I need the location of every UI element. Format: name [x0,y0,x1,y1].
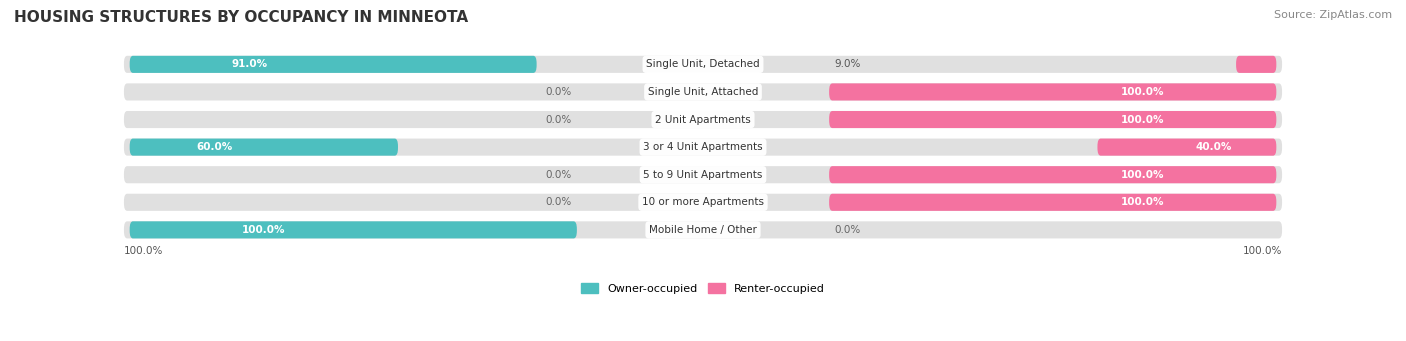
Text: Single Unit, Attached: Single Unit, Attached [648,87,758,97]
Text: 3 or 4 Unit Apartments: 3 or 4 Unit Apartments [643,142,763,152]
FancyBboxPatch shape [124,138,1282,156]
FancyBboxPatch shape [129,56,537,73]
FancyBboxPatch shape [830,84,1277,101]
FancyBboxPatch shape [830,194,1277,211]
Text: 0.0%: 0.0% [546,197,571,207]
Text: Single Unit, Detached: Single Unit, Detached [647,59,759,69]
FancyBboxPatch shape [1098,138,1277,156]
FancyBboxPatch shape [1236,56,1277,73]
Text: 91.0%: 91.0% [232,59,267,69]
Text: Source: ZipAtlas.com: Source: ZipAtlas.com [1274,10,1392,20]
Text: 100.0%: 100.0% [1121,87,1164,97]
FancyBboxPatch shape [124,111,1282,128]
Text: 0.0%: 0.0% [835,225,860,235]
Text: 100.0%: 100.0% [1243,246,1282,255]
FancyBboxPatch shape [124,56,1282,73]
FancyBboxPatch shape [830,166,1277,183]
FancyBboxPatch shape [124,84,1282,101]
Text: 0.0%: 0.0% [546,170,571,180]
Text: 60.0%: 60.0% [197,142,233,152]
FancyBboxPatch shape [124,221,1282,238]
Text: 100.0%: 100.0% [1121,197,1164,207]
Text: 5 to 9 Unit Apartments: 5 to 9 Unit Apartments [644,170,762,180]
FancyBboxPatch shape [129,221,576,238]
Text: 0.0%: 0.0% [546,115,571,124]
Text: 40.0%: 40.0% [1195,142,1232,152]
Text: 10 or more Apartments: 10 or more Apartments [643,197,763,207]
Text: 0.0%: 0.0% [546,87,571,97]
FancyBboxPatch shape [124,166,1282,183]
FancyBboxPatch shape [129,138,398,156]
Text: 100.0%: 100.0% [242,225,285,235]
Text: 100.0%: 100.0% [1121,115,1164,124]
Text: 100.0%: 100.0% [1121,170,1164,180]
Text: 2 Unit Apartments: 2 Unit Apartments [655,115,751,124]
FancyBboxPatch shape [830,111,1277,128]
Text: HOUSING STRUCTURES BY OCCUPANCY IN MINNEOTA: HOUSING STRUCTURES BY OCCUPANCY IN MINNE… [14,10,468,25]
Text: Mobile Home / Other: Mobile Home / Other [650,225,756,235]
Text: 100.0%: 100.0% [124,246,163,255]
FancyBboxPatch shape [124,194,1282,211]
Legend: Owner-occupied, Renter-occupied: Owner-occupied, Renter-occupied [581,283,825,294]
Text: 9.0%: 9.0% [835,59,862,69]
